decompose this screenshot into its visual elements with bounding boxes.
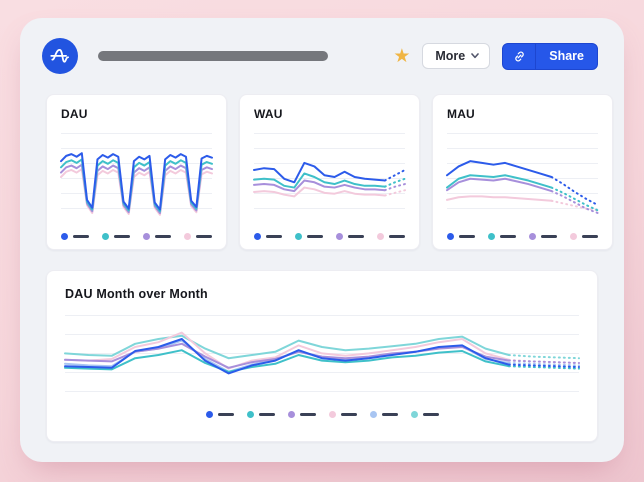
legend-dot [205,411,213,418]
legend-item-series-4[interactable] [328,411,357,418]
legend-dot [295,233,302,240]
legend-item-series-2[interactable] [488,233,516,240]
legend-dot [246,411,254,418]
legend-label-placeholder [340,413,357,416]
legend-label-placeholder [500,235,516,238]
legend-label-placeholder [459,235,475,238]
dashboard-panel: ★ More Share [20,18,624,462]
legend-label-placeholder [381,413,398,416]
legend-dot [143,233,150,240]
legend-dot [369,411,377,418]
dashboard-title-placeholder [98,51,328,61]
legend-label-placeholder [422,413,439,416]
chevron-down-icon [471,53,480,59]
legend-item-series-4[interactable] [377,233,405,240]
legend-item-series-5[interactable] [369,411,398,418]
chart-legend [65,411,579,418]
legend-label-placeholder [348,235,364,238]
chart-card-dau-mom[interactable]: DAU Month over Month [46,270,598,442]
legend-item-series-2[interactable] [246,411,275,418]
legend-dot [377,233,384,240]
chart-card-dau[interactable]: DAU [46,94,227,250]
chart-title: WAU [254,107,283,121]
legend-dot [61,233,68,240]
legend-dot [447,233,454,240]
legend-dot [287,411,295,418]
chart-title: DAU [61,107,88,121]
legend-label-placeholder [196,235,212,238]
legend-item-series-3[interactable] [287,411,316,418]
legend-label-placeholder [258,413,275,416]
legend-label-placeholder [582,235,598,238]
legend-item-series-2[interactable] [295,233,323,240]
chart-legend [254,233,405,240]
star-icon[interactable]: ★ [393,45,411,67]
legend-dot [328,411,336,418]
legend-label-placeholder [307,235,323,238]
link-icon [514,51,524,61]
chart-title: MAU [447,107,475,121]
legend-dot [254,233,261,240]
legend-item-series-1[interactable] [254,233,282,240]
copy-link-button[interactable] [503,44,535,69]
mau-line-chart[interactable] [447,133,598,221]
legend-item-series-3[interactable] [336,233,364,240]
topbar-actions: ★ More Share [393,42,598,70]
legend-dot [336,233,343,240]
legend-item-series-4[interactable] [184,233,212,240]
chart-card-mau[interactable]: MAU [432,94,613,250]
legend-item-series-6[interactable] [410,411,439,418]
legend-item-series-2[interactable] [102,233,130,240]
dau-mom-line-chart[interactable] [65,315,579,395]
legend-item-series-4[interactable] [570,233,598,240]
legend-label-placeholder [299,413,316,416]
share-button-label: Share [549,49,584,63]
legend-label-placeholder [389,235,405,238]
top-charts-row: DAU WAU MAU [46,94,613,250]
share-button-divider [535,43,537,69]
share-button[interactable]: Share [502,42,598,70]
legend-item-series-3[interactable] [143,233,171,240]
amplitude-logo [42,38,78,74]
legend-dot [410,411,418,418]
amplitude-logo-icon [50,49,70,63]
legend-label-placeholder [114,235,130,238]
topbar: ★ More Share [20,18,624,74]
more-button-label: More [435,49,466,63]
legend-dot [102,233,109,240]
legend-dot [529,233,536,240]
legend-item-series-3[interactable] [529,233,557,240]
chart-title: DAU Month over Month [65,287,208,301]
legend-item-series-1[interactable] [205,411,234,418]
legend-label-placeholder [217,413,234,416]
wau-line-chart[interactable] [254,133,405,221]
legend-label-placeholder [155,235,171,238]
chart-legend [61,233,212,240]
legend-label-placeholder [266,235,282,238]
chart-card-wau[interactable]: WAU [239,94,420,250]
legend-item-series-1[interactable] [447,233,475,240]
legend-dot [184,233,191,240]
legend-label-placeholder [541,235,557,238]
chart-legend [447,233,598,240]
legend-dot [570,233,577,240]
more-button[interactable]: More [422,43,491,69]
legend-item-series-1[interactable] [61,233,89,240]
dau-line-chart[interactable] [61,133,212,221]
legend-label-placeholder [73,235,89,238]
legend-dot [488,233,495,240]
